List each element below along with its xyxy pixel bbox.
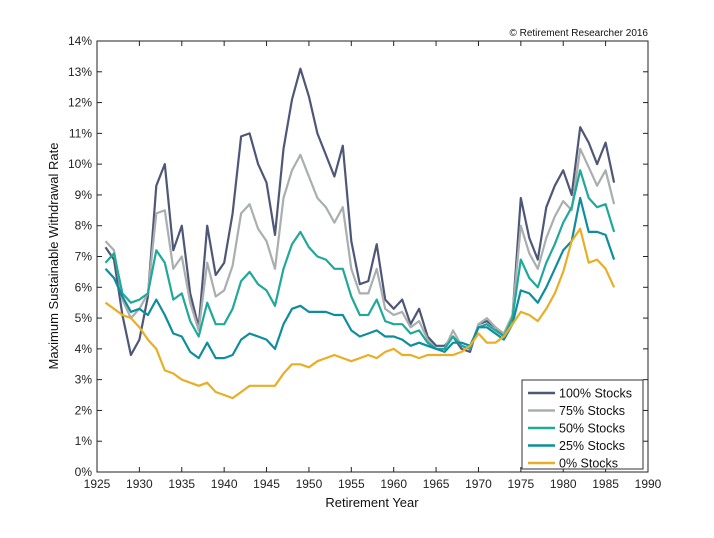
legend-box [521,379,644,470]
y-tick-label: 3% [75,373,93,387]
series-lines [104,67,616,400]
x-tick-label: 1930 [126,477,153,491]
x-tick-label: 1970 [465,477,492,491]
x-tick-label: 1950 [296,477,323,491]
y-tick-label: 14% [68,34,92,48]
legend-label-25pct-stocks: 25% Stocks [559,439,625,453]
legend-label-0pct-stocks: 0% Stocks [559,457,618,471]
y-tick-label: 5% [75,311,93,325]
x-tick-label: 1940 [211,477,238,491]
plot-frame [96,40,649,473]
series-line-0pct-stocks [104,227,616,400]
series-line-100pct-stocks [104,67,616,357]
x-tick-label: 1980 [550,477,577,491]
x-tick-label: 1955 [338,477,365,491]
y-tick-label: 0% [75,465,93,479]
y-tick-label: 2% [75,403,93,417]
x-tick-label: 1925 [84,477,111,491]
x-tick-label: 1965 [423,477,450,491]
y-axis-label: Maximum Sustainable Withdrawal Rate [46,143,61,370]
y-tick-label: 11% [69,126,92,140]
x-tick-label: 1990 [635,477,662,491]
axis-ticks: 0% 1% 2% 3% 4% 5% 6% 7% 8% 9% 10% 11% 12% 13% 14% 1925 1… [68,34,662,491]
legend-label-75pct-stocks: 75% Stocks [559,404,625,418]
x-tick-label: 1935 [168,477,195,491]
legend: 100% Stocks 75% Stocks 50% Stocks 25% Stock… [521,379,644,471]
y-tick-label: 6% [75,280,93,294]
y-tick-label: 12% [68,96,92,110]
legend-label-50pct-stocks: 50% Stocks [559,422,625,436]
x-axis-label: Retirement Year [325,495,419,510]
legend-label-100pct-stocks: 100% Stocks [559,387,632,401]
x-tick-label: 1975 [507,477,534,491]
y-tick-label: 10% [68,157,92,171]
series-line-75pct-stocks [104,147,616,350]
copyright-notice: © Retirement Researcher 2016 [509,28,648,39]
series-line-50pct-stocks [104,169,616,350]
x-tick-label: 1945 [253,477,280,491]
y-tick-label: 4% [75,342,93,356]
y-tick-label: 13% [68,65,92,79]
series-line-25pct-stocks [104,196,616,360]
x-tick-label: 1960 [380,477,407,491]
y-tick-label: 7% [75,250,93,264]
x-tick-label: 1985 [592,477,619,491]
y-tick-label: 8% [75,219,93,233]
y-tick-label: 1% [75,434,93,448]
y-tick-label: 9% [75,188,93,202]
